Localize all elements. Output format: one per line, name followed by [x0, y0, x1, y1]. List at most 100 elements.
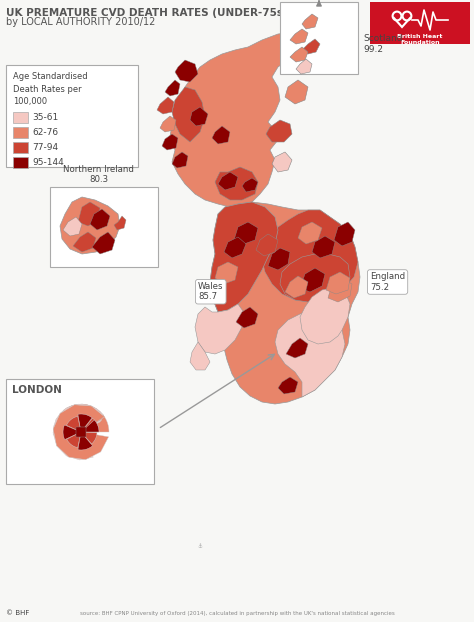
Text: ⚓: ⚓: [198, 544, 202, 549]
Bar: [13, 157, 28, 168]
Polygon shape: [76, 427, 86, 437]
Polygon shape: [114, 216, 126, 230]
Polygon shape: [190, 342, 210, 370]
Text: British Heart
Foundation: British Heart Foundation: [397, 34, 443, 45]
Polygon shape: [272, 152, 292, 172]
Text: 62-76: 62-76: [32, 128, 58, 137]
Polygon shape: [280, 254, 350, 302]
Polygon shape: [242, 178, 258, 192]
Polygon shape: [175, 60, 198, 82]
Polygon shape: [266, 120, 292, 142]
Polygon shape: [326, 272, 350, 294]
Polygon shape: [312, 236, 335, 258]
Text: 77-94: 77-94: [32, 143, 58, 152]
Polygon shape: [302, 14, 318, 29]
Polygon shape: [298, 222, 322, 244]
Polygon shape: [195, 304, 245, 354]
Polygon shape: [78, 432, 92, 450]
Polygon shape: [215, 167, 258, 200]
Polygon shape: [210, 202, 360, 404]
Polygon shape: [53, 404, 103, 435]
Text: LONDON: LONDON: [12, 385, 62, 395]
Polygon shape: [81, 420, 99, 432]
Polygon shape: [262, 210, 358, 302]
Polygon shape: [73, 232, 96, 252]
Polygon shape: [60, 197, 120, 254]
Polygon shape: [90, 209, 110, 230]
Text: UK PREMATURE CVD DEATH RATES (UNDER-75s): UK PREMATURE CVD DEATH RATES (UNDER-75s): [6, 8, 288, 18]
Polygon shape: [290, 47, 308, 62]
Polygon shape: [66, 416, 81, 432]
Polygon shape: [75, 410, 100, 432]
Polygon shape: [53, 404, 103, 460]
Polygon shape: [190, 107, 208, 126]
Polygon shape: [92, 232, 115, 254]
Bar: [50, 187, 158, 267]
Polygon shape: [172, 87, 205, 142]
Polygon shape: [288, 37, 308, 57]
Text: © BHF: © BHF: [6, 610, 29, 616]
Polygon shape: [60, 411, 99, 454]
Polygon shape: [290, 29, 308, 44]
Text: Northern Ireland
80.3: Northern Ireland 80.3: [63, 165, 134, 184]
Polygon shape: [81, 415, 109, 432]
Polygon shape: [53, 405, 109, 460]
Polygon shape: [172, 152, 188, 168]
Polygon shape: [63, 425, 81, 440]
Polygon shape: [63, 217, 82, 236]
Polygon shape: [218, 172, 238, 190]
Polygon shape: [268, 248, 290, 270]
Polygon shape: [58, 408, 100, 432]
Polygon shape: [78, 202, 100, 226]
Polygon shape: [57, 408, 100, 456]
Bar: [13, 112, 28, 123]
Polygon shape: [81, 432, 97, 444]
Polygon shape: [67, 432, 81, 448]
Text: England
75.2: England 75.2: [370, 272, 405, 292]
Polygon shape: [55, 407, 103, 455]
Polygon shape: [78, 414, 92, 432]
Bar: [280, 2, 358, 74]
Polygon shape: [157, 97, 174, 114]
Polygon shape: [334, 222, 355, 246]
Polygon shape: [300, 268, 325, 292]
Polygon shape: [160, 116, 176, 132]
Text: by LOCAL AUTHORITY 2010/12: by LOCAL AUTHORITY 2010/12: [6, 17, 155, 27]
Text: source: BHF CPNP University of Oxford (2014), calculated in partnership with the: source: BHF CPNP University of Oxford (2…: [80, 611, 394, 616]
Polygon shape: [286, 338, 308, 358]
Bar: [13, 127, 28, 138]
Polygon shape: [224, 237, 246, 258]
Text: 35-61: 35-61: [32, 113, 58, 122]
Polygon shape: [300, 287, 350, 344]
Polygon shape: [234, 222, 258, 244]
Polygon shape: [215, 262, 238, 284]
Polygon shape: [328, 278, 352, 302]
Polygon shape: [296, 59, 312, 74]
Polygon shape: [275, 312, 345, 397]
Bar: [13, 142, 28, 153]
Polygon shape: [63, 404, 104, 432]
Text: Age Standardised
Death Rates per
100,000: Age Standardised Death Rates per 100,000: [13, 72, 88, 106]
Polygon shape: [303, 39, 320, 54]
Polygon shape: [236, 307, 258, 328]
Polygon shape: [81, 419, 100, 432]
Polygon shape: [162, 134, 178, 150]
Bar: [6, 379, 154, 484]
Polygon shape: [81, 409, 102, 432]
Text: Scotland
99.2: Scotland 99.2: [363, 34, 402, 53]
Polygon shape: [256, 234, 278, 256]
Text: 95-144: 95-144: [32, 158, 64, 167]
Polygon shape: [81, 412, 102, 432]
Polygon shape: [59, 410, 99, 445]
Polygon shape: [81, 418, 99, 432]
Polygon shape: [212, 126, 230, 144]
Bar: [6, 65, 138, 167]
Polygon shape: [285, 80, 308, 104]
Text: Wales
85.7: Wales 85.7: [198, 282, 224, 302]
Polygon shape: [278, 377, 298, 394]
Bar: [370, 2, 470, 44]
Polygon shape: [210, 202, 278, 312]
Polygon shape: [285, 276, 308, 298]
Polygon shape: [170, 32, 310, 207]
Polygon shape: [165, 80, 180, 96]
